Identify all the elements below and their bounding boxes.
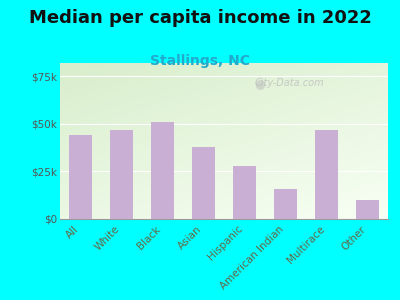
Text: City-Data.com: City-Data.com xyxy=(255,78,324,88)
Text: Stallings, NC: Stallings, NC xyxy=(150,54,250,68)
Bar xyxy=(192,147,215,219)
Bar xyxy=(69,135,92,219)
Bar xyxy=(233,166,256,219)
Bar xyxy=(151,122,174,219)
Text: Median per capita income in 2022: Median per capita income in 2022 xyxy=(28,9,372,27)
Bar xyxy=(356,200,379,219)
Bar xyxy=(110,130,133,219)
Bar xyxy=(315,130,338,219)
Text: ●: ● xyxy=(255,77,266,90)
Bar xyxy=(274,189,297,219)
